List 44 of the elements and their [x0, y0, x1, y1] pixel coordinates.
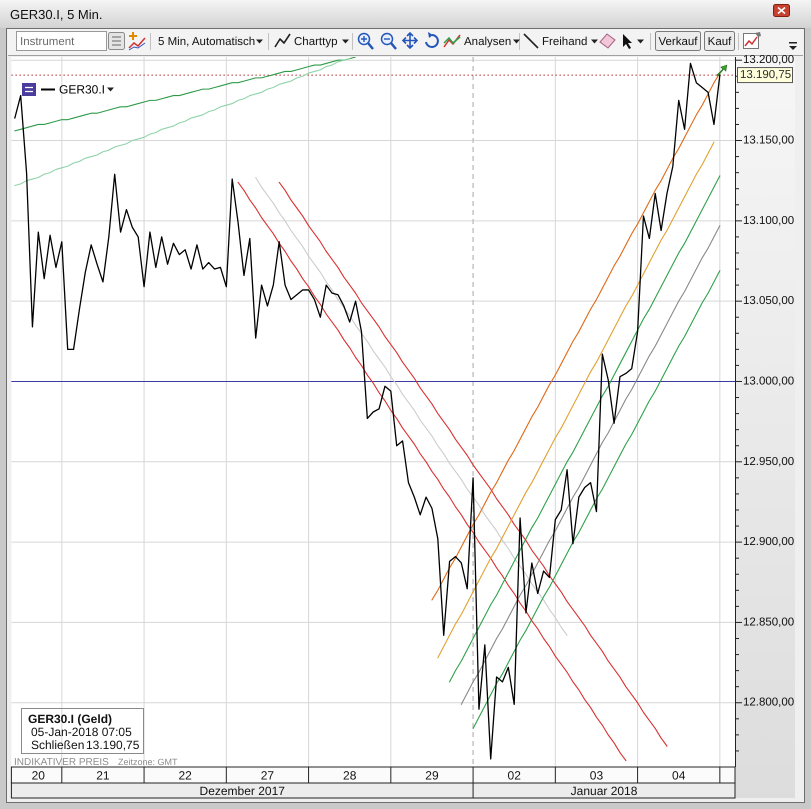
x-tick-label: 02 — [508, 768, 522, 782]
x-tick-label: 22 — [178, 768, 192, 782]
y-tick-label: 12.850,00 — [743, 616, 794, 628]
line-series — [14, 58, 350, 186]
text: 5 Min, Automatisch — [158, 36, 256, 48]
y-tick-label: 12.800,00 — [743, 696, 794, 709]
x-tick-label: 28 — [343, 768, 357, 782]
line-series — [449, 175, 720, 682]
text: Kauf — [708, 36, 732, 48]
line-series — [14, 57, 356, 132]
text: Verkauf — [658, 36, 698, 48]
y-tick-label: 13.000,00 — [743, 375, 794, 388]
y-tick-label: 13.050,00 — [743, 295, 794, 308]
annotation: 05-Jan-2018 07:05 — [31, 725, 132, 739]
line-series — [460, 225, 720, 705]
legend-label: GER30.I — [59, 82, 106, 96]
x-tick-label: 04 — [672, 768, 686, 782]
chart-title: GER30.I, 5 Min. — [10, 7, 102, 22]
x-tick-label: 20 — [32, 768, 46, 782]
y-tick-label: 12.950,00 — [743, 456, 794, 468]
y-tick-label: 12.900,00 — [743, 536, 794, 548]
text: Instrument — [20, 36, 76, 48]
y-tick-label: 13.100,00 — [743, 214, 794, 227]
text: Januar 2018 — [570, 784, 638, 798]
text: Dezember 2017 — [200, 784, 286, 798]
ref-line-label: 13.190,75 — [740, 69, 792, 82]
x-tick-label: 29 — [425, 768, 439, 782]
line-series — [437, 142, 715, 658]
x-tick-label: 21 — [96, 768, 110, 782]
annotation: Zeitzone: GMT — [118, 757, 178, 767]
text: Charttyp — [294, 36, 338, 48]
x-tick-label: 03 — [590, 768, 604, 782]
annotation: GER30.I (Geld) — [28, 712, 112, 726]
line-series — [278, 182, 668, 747]
x-tick-label: 27 — [260, 768, 274, 782]
line-series — [472, 270, 720, 729]
y-tick-label: 13.200,00 — [743, 54, 794, 66]
annotation: Schließen — [31, 738, 84, 752]
annotation: 13.190,75 — [86, 738, 140, 752]
line-series — [238, 182, 626, 762]
text: Freihand — [542, 36, 588, 48]
y-tick-label: 13.150,00 — [743, 134, 794, 147]
text: Analysen — [464, 36, 512, 48]
annotation: INDIKATIVER PREIS — [14, 757, 110, 768]
